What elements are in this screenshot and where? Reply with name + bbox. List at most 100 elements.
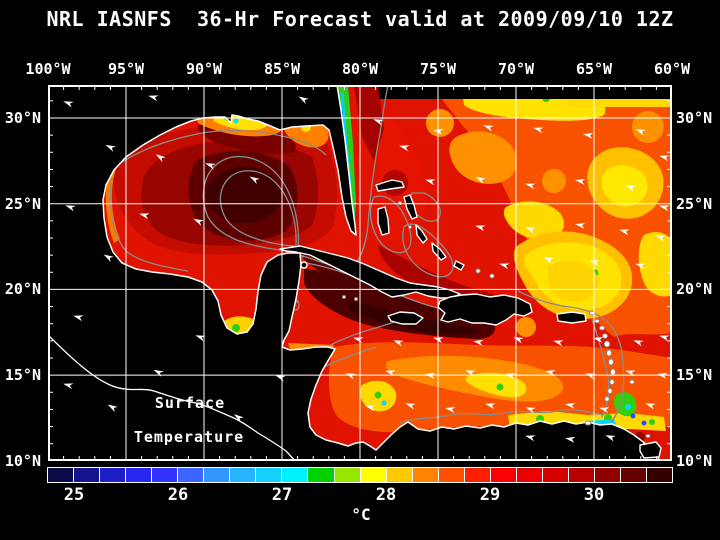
latitude-label: 25°N [676, 194, 713, 213]
map-frame [48, 85, 672, 461]
wind-arrow-icon [365, 405, 376, 412]
wind-arrow-icon [635, 129, 646, 136]
colorbar-cell [204, 468, 230, 482]
wind-arrow-icon [655, 235, 666, 242]
colorbar-tick-label: 25 [63, 485, 85, 505]
wind-arrow-icon [475, 176, 486, 184]
wind-arrow-icon [63, 101, 74, 108]
colorbar-cell [74, 468, 100, 482]
wind-arrow-icon [599, 407, 610, 414]
wind-arrow-icon [473, 339, 484, 346]
landmass [48, 85, 661, 461]
latitude-label: 10°N [676, 451, 713, 470]
wind-arrow-icon [373, 119, 384, 126]
colorbar-cell [568, 468, 594, 482]
overlay-label-temperature: Temperature [133, 428, 245, 446]
latitude-label: 15°N [4, 366, 41, 385]
longitude-label: 60°W [653, 60, 691, 78]
colorbar-cell [647, 468, 673, 482]
longitude-label: 85°W [263, 60, 301, 78]
wind-arrow-icon [657, 372, 668, 379]
latitude-label: 30°N [4, 109, 41, 127]
wind-arrow-icon [205, 163, 216, 170]
colorbar-cell [100, 468, 126, 482]
colorbar-cell [152, 468, 178, 482]
wind-arrow-icon [593, 336, 604, 343]
latitude-axis-left: 30°N 25°N 20°N 15°N 10°N [0, 0, 45, 540]
wind-arrow-icon [425, 372, 436, 379]
wind-arrow-icon [103, 254, 114, 263]
wind-arrow-icon [625, 185, 636, 192]
colorbar-cell [542, 468, 568, 482]
colorbar-cell [360, 468, 386, 482]
wind-arrow-icon [139, 213, 150, 220]
colorbar-cell [256, 468, 282, 482]
wind-arrow-icon [499, 263, 510, 270]
wind-arrow-icon [525, 227, 536, 234]
wind-arrow-icon [445, 406, 456, 413]
wind-arrow-icon [565, 402, 576, 409]
wind-arrow-icon [233, 414, 244, 423]
longitude-label: 65°W [575, 60, 613, 78]
colorbar-cell [386, 468, 412, 482]
wind-arrow-icon [543, 257, 554, 264]
wind-arrow-icon [148, 95, 159, 102]
wind-arrow-icon [553, 340, 564, 347]
longitude-label: 90°W [185, 60, 223, 78]
wind-arrow-icon [393, 340, 404, 347]
colorbar-cell [282, 468, 308, 482]
latitude-label: 30°N [676, 109, 713, 127]
wind-arrow-icon [405, 403, 416, 410]
graticule [48, 85, 672, 461]
wind-arrow-icon [63, 383, 74, 390]
colorbar-cell [334, 468, 360, 482]
wind-arrow-icon [105, 144, 116, 152]
colorbar-cell [126, 468, 152, 482]
colorbar-cell [48, 468, 74, 482]
colorbar-cell [594, 468, 621, 482]
wind-arrow-icon [525, 407, 536, 414]
colorbar-tick-label: 27 [271, 485, 293, 505]
wind-arrow-icon [193, 218, 204, 226]
wind-arrow-icon [583, 132, 594, 139]
wind-arrow-icon [433, 337, 444, 344]
wind-arrow-icon [345, 373, 356, 380]
wind-arrow-icon [659, 335, 670, 342]
wind-arrow-icon [195, 335, 206, 342]
islands [279, 179, 662, 459]
colorbar-cell [464, 468, 490, 482]
wind-arrow-icon [107, 404, 118, 413]
wind-arrow-icon [575, 178, 586, 185]
longitude-label: 75°W [419, 60, 457, 78]
wind-arrow-icon [153, 369, 164, 377]
wind-arrow-icon [399, 145, 410, 152]
wind-arrow-icon [575, 222, 586, 229]
wind-arrow-icon [633, 340, 644, 347]
colorbar-cell [490, 468, 516, 482]
wind-arrow-icon [545, 369, 556, 376]
longitude-label: 70°W [497, 60, 535, 78]
colorbar-cell [621, 468, 647, 482]
wind-arrow-icon [525, 435, 536, 442]
wind-arrow-icon [275, 375, 286, 382]
wind-arrow-icon [533, 127, 544, 134]
wind-arrows [63, 95, 670, 443]
wind-arrow-icon [155, 154, 166, 163]
colorbar-tick-label: 26 [167, 485, 189, 505]
wind-arrow-icon [475, 225, 486, 232]
colorbar-cell [516, 468, 542, 482]
latitude-axis-right: 30°N 25°N 20°N 15°N 10°N [676, 0, 720, 540]
wind-arrow-icon [635, 263, 646, 270]
latitude-label: 20°N [676, 280, 713, 299]
wind-arrow-icon [659, 155, 670, 162]
longitude-label: 95°W [107, 60, 145, 78]
wind-arrow-icon [249, 176, 260, 185]
sst-field-svg [48, 85, 672, 461]
forecast-map: Surface Temperature [48, 85, 672, 461]
figure-title: NRL IASNFS 36-Hr Forecast valid at 2009/… [46, 7, 674, 31]
latitude-label: 25°N [4, 194, 41, 213]
latitude-label: 10°N [4, 451, 41, 470]
colorbar-cell [308, 468, 334, 482]
wind-arrow-icon [589, 259, 600, 266]
